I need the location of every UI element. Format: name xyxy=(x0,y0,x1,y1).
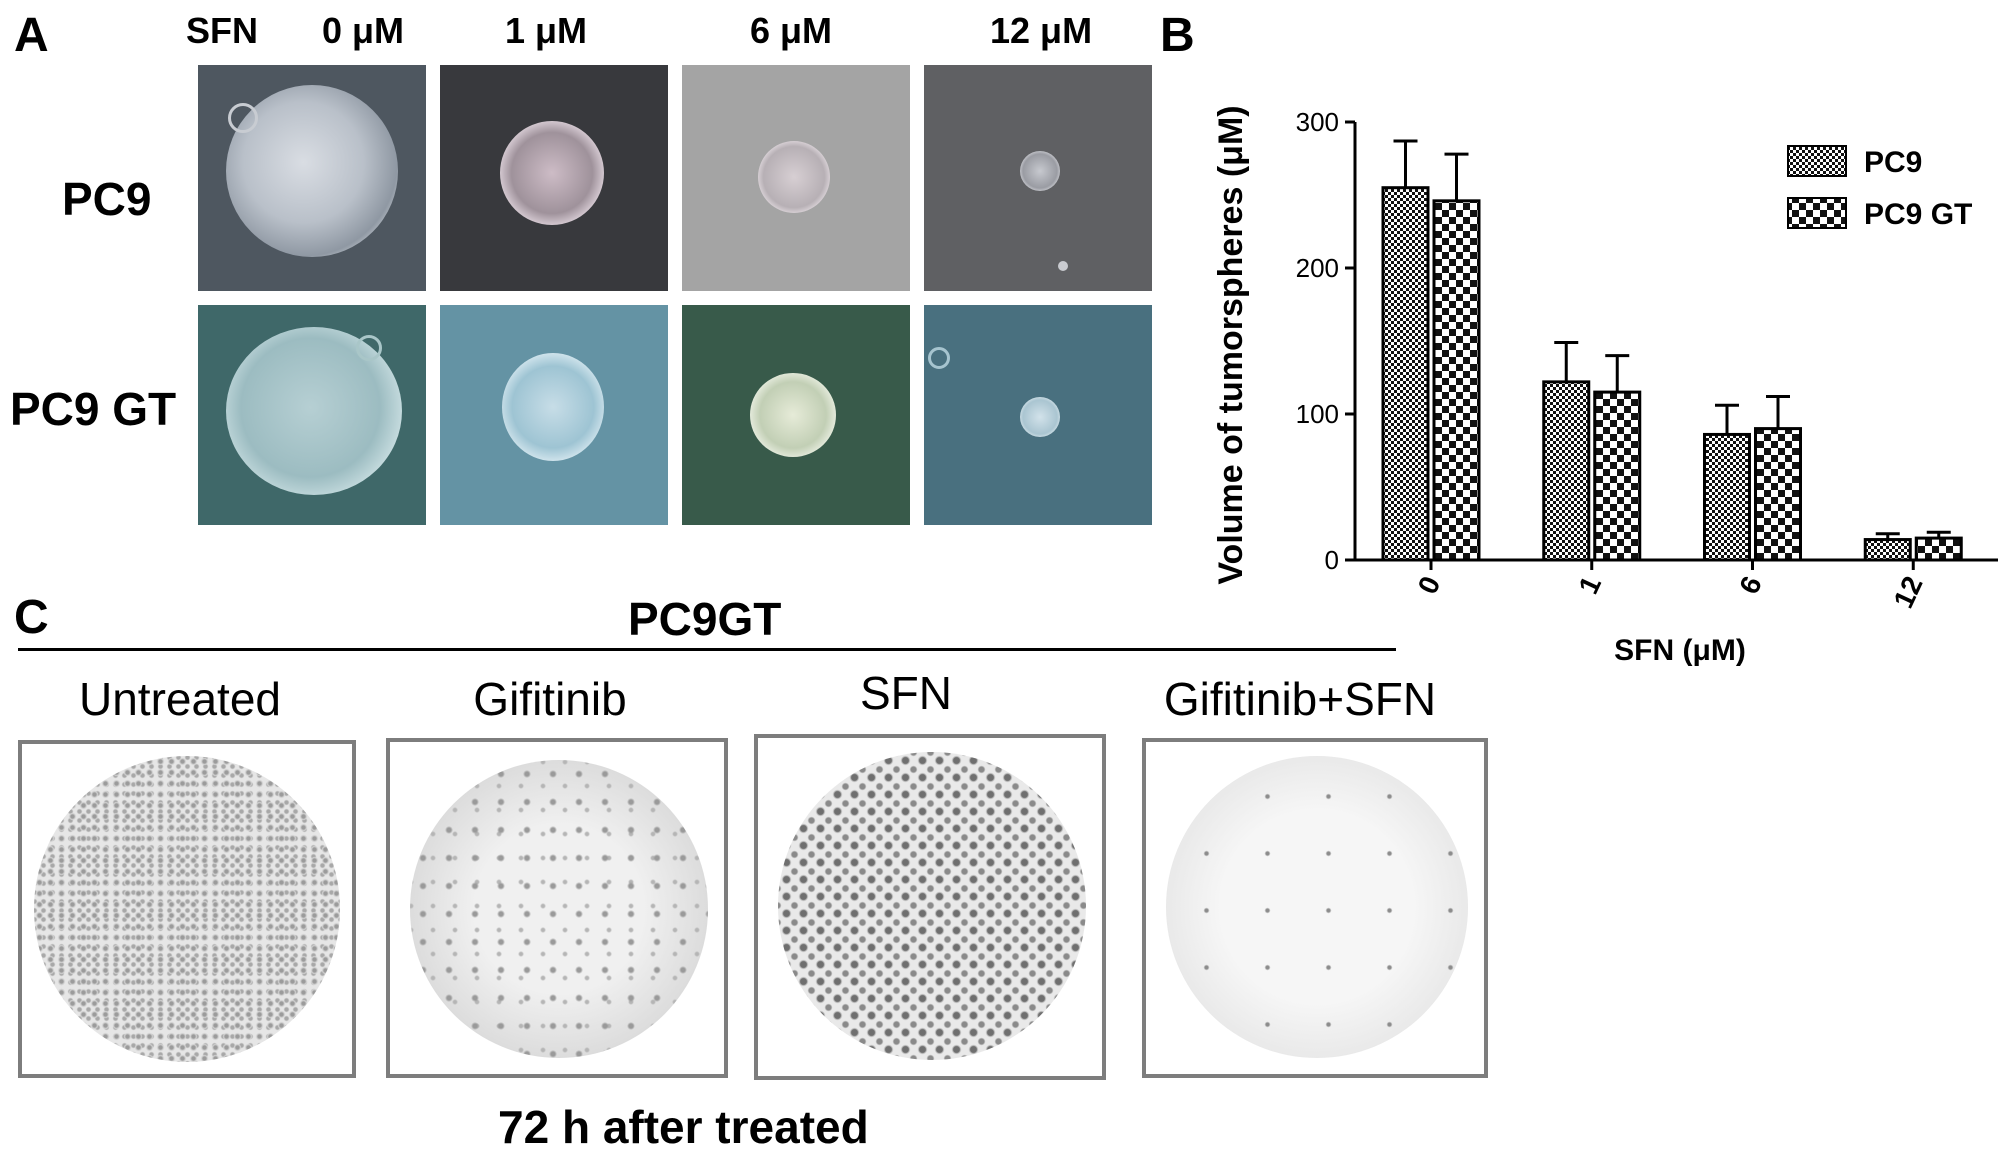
y-tick-label: 0 xyxy=(1325,545,1339,575)
tumorsphere xyxy=(750,373,836,457)
tumorsphere xyxy=(1020,151,1060,191)
x-tick-label: 12 xyxy=(1887,571,1928,612)
small-sphere xyxy=(356,335,382,361)
dish-frame-gifitinib xyxy=(386,738,728,1078)
x-tick-label: 6 xyxy=(1733,571,1768,598)
bar-chart: 0 100 200 300 Volume of tumorspheres (μM) 0 1 6… xyxy=(1212,105,1998,667)
small-sphere xyxy=(228,103,258,133)
micrograph-pc9-12um xyxy=(924,65,1152,291)
bar xyxy=(1432,199,1481,562)
tumorsphere xyxy=(758,141,830,213)
well-image xyxy=(1166,756,1468,1058)
bar xyxy=(1593,390,1642,562)
micrograph-pc9-1um xyxy=(440,65,668,291)
condition-label-sfn: SFN xyxy=(860,667,952,719)
bar xyxy=(1914,536,1963,562)
panel-a-label: A xyxy=(14,9,49,62)
conc-header-0: 0 μM xyxy=(322,10,405,51)
y-tick-label: 100 xyxy=(1296,399,1339,429)
row-label-pc9gt: PC9 GT xyxy=(10,383,177,435)
legend: PC9 PC9 GT xyxy=(1787,145,1972,231)
x-tick-label: 1 xyxy=(1573,571,1608,598)
micrograph-pc9gt-1um xyxy=(440,305,668,525)
tumorsphere xyxy=(500,121,604,225)
dish-frame-combo xyxy=(1142,738,1488,1078)
panel-c-title: PC9GT xyxy=(628,593,782,645)
x-tick-label: 0 xyxy=(1412,571,1447,598)
legend-swatch xyxy=(1787,197,1847,229)
tumorsphere xyxy=(502,353,604,461)
legend-label: PC9 GT xyxy=(1864,198,1972,231)
panel-c-footer: 72 h after treated xyxy=(498,1101,869,1153)
conc-header-1: 1 μM xyxy=(505,10,588,51)
micrograph-pc9gt-6um xyxy=(682,305,910,525)
panel-b-label: B xyxy=(1160,9,1195,62)
panel-c-label: C xyxy=(14,591,49,644)
bar xyxy=(1542,380,1591,562)
dish-frame-untreated xyxy=(18,740,356,1078)
condition-label-untreated: Untreated xyxy=(78,673,281,725)
micrograph-pc9-0um xyxy=(198,65,426,291)
dish-frame-sfn xyxy=(754,734,1106,1080)
well-image xyxy=(34,756,340,1062)
bar xyxy=(1703,432,1751,562)
micrograph-pc9gt-12um xyxy=(924,305,1152,525)
micrograph-pc9gt-0um xyxy=(198,305,426,525)
y-tick-label: 300 xyxy=(1296,107,1339,137)
y-tick-label: 200 xyxy=(1296,253,1339,283)
condition-label-gifitinib: Gifitinib xyxy=(473,673,627,725)
tumorsphere xyxy=(1020,397,1060,437)
row-label-pc9: PC9 xyxy=(62,173,152,225)
bars xyxy=(1381,139,1963,562)
condition-label-combo: Gifitinib+SFN xyxy=(1163,673,1437,725)
sfn-header: SFN xyxy=(186,10,258,51)
bar xyxy=(1863,538,1912,562)
legend-swatch xyxy=(1787,145,1847,177)
conc-header-2: 6 μM xyxy=(750,10,833,51)
legend-label: PC9 xyxy=(1864,146,1922,179)
small-sphere xyxy=(928,347,950,369)
micrograph-pc9-6um xyxy=(682,65,910,291)
well-image xyxy=(778,752,1086,1060)
y-axis-label: Volume of tumorspheres (μM) xyxy=(1212,105,1250,584)
bar xyxy=(1381,186,1430,562)
bar xyxy=(1754,427,1802,562)
small-sphere xyxy=(1058,261,1068,271)
well-image xyxy=(410,760,708,1058)
x-axis-label: SFN (μM) xyxy=(1614,634,1746,667)
panel-c-rule xyxy=(18,648,1396,651)
axes: 0 100 200 300 Volume of tumorspheres (μM) 0 1 6… xyxy=(1212,105,1998,667)
conc-header-3: 12 μM xyxy=(990,10,1093,51)
